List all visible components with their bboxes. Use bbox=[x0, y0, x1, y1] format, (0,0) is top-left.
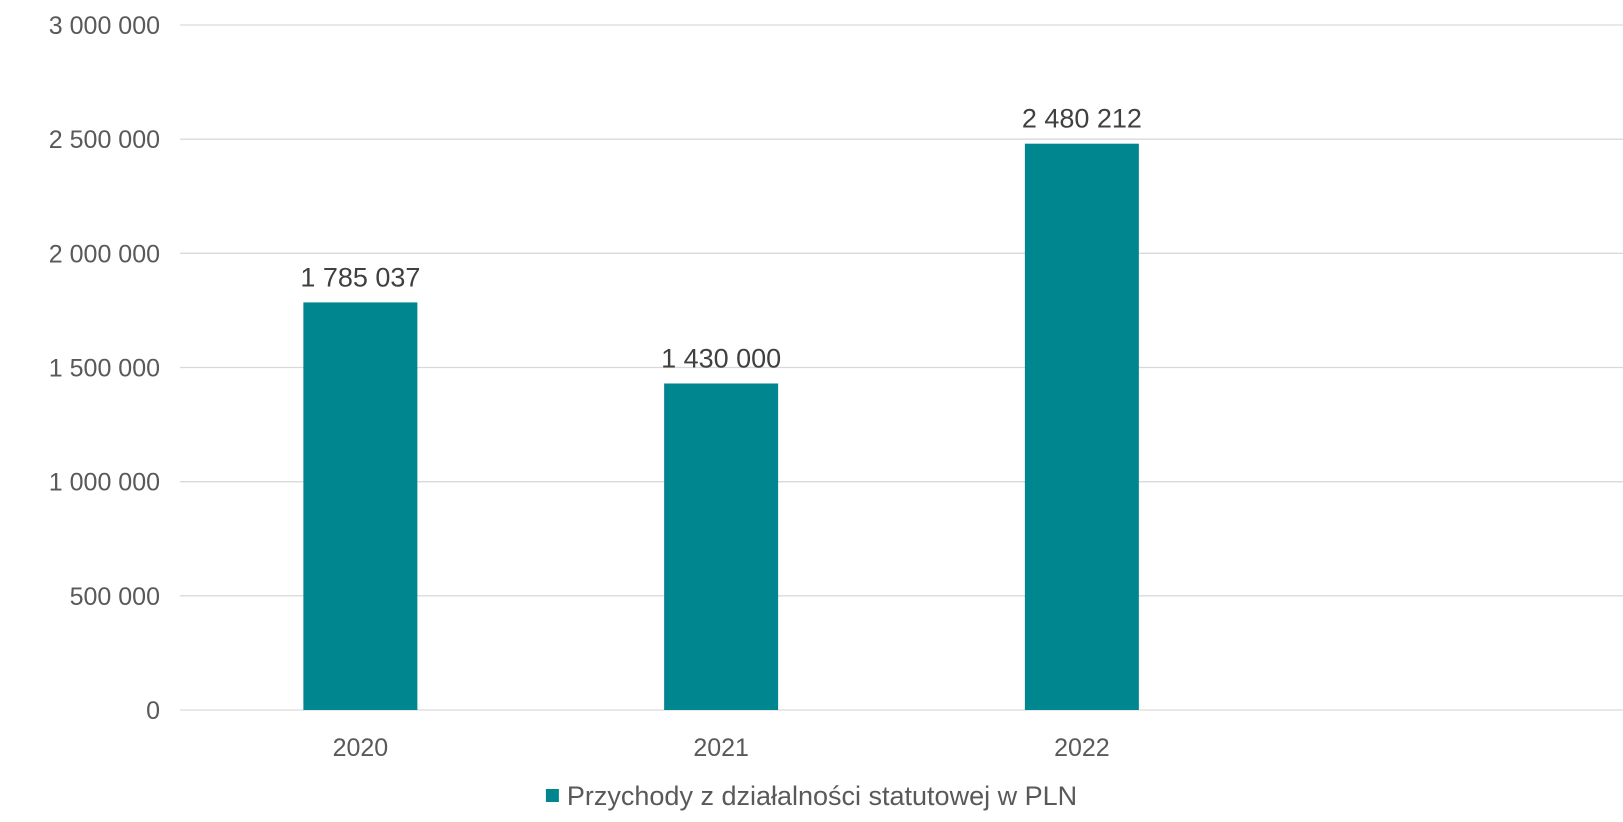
bar bbox=[664, 383, 779, 710]
x-tick-label: 2020 bbox=[333, 734, 389, 762]
y-tick-label: 2 000 000 bbox=[49, 240, 160, 268]
bar bbox=[1024, 143, 1139, 710]
bars bbox=[303, 143, 1139, 710]
data-label: 2 480 212 bbox=[1022, 104, 1142, 134]
y-axis-tick-labels: 0 500 000 1 000 000 1 500 000 2 000 000 2 500… bbox=[49, 12, 160, 725]
legend-label: Przychody z działalności statutowej w PL… bbox=[567, 781, 1077, 811]
y-tick-label: 1 000 000 bbox=[49, 469, 160, 497]
y-tick-label: 500 000 bbox=[70, 583, 160, 611]
data-labels: 1 785 037 1 430 000 2 480 212 bbox=[300, 104, 1142, 374]
data-label: 1 430 000 bbox=[661, 343, 781, 373]
legend-swatch bbox=[545, 789, 559, 802]
x-tick-label: 2021 bbox=[693, 734, 749, 762]
gridlines bbox=[180, 24, 1623, 711]
y-tick-label: 1 500 000 bbox=[49, 355, 160, 383]
y-tick-label: 2 500 000 bbox=[49, 126, 160, 154]
x-tick-label: 2022 bbox=[1054, 734, 1110, 762]
x-axis-tick-labels: 2020 2021 2022 bbox=[333, 734, 1110, 762]
data-label: 1 785 037 bbox=[300, 262, 420, 292]
bar bbox=[303, 302, 418, 710]
legend: Przychody z działalności statutowej w PL… bbox=[545, 781, 1077, 811]
y-tick-label: 3 000 000 bbox=[49, 12, 160, 40]
y-tick-label: 0 bbox=[146, 697, 160, 725]
